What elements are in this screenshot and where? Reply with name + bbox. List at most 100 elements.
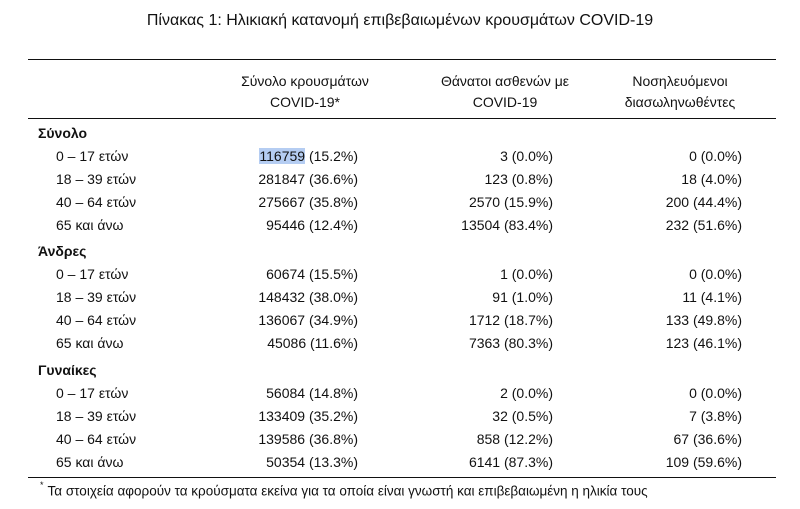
table-top-rule xyxy=(28,59,776,60)
row-age-label: 40 – 64 ετών xyxy=(56,431,137,447)
row-age-label: 18 – 39 ετών xyxy=(56,171,137,187)
row-age-label: 18 – 39 ετών xyxy=(56,289,137,305)
cell-total-cases-count: 136067 xyxy=(258,312,306,328)
cell-intubated: 7 (3.8%) xyxy=(689,408,742,424)
cell-total-cases-percent: (15.5%) xyxy=(308,266,358,282)
cell-intubated: 232 (51.6%) xyxy=(665,217,742,233)
cell-total-cases: 136067 (34.9%) xyxy=(200,312,358,328)
cell-intubated: 67 (36.6%) xyxy=(673,431,742,447)
cell-total-cases-count: 275667 xyxy=(258,194,306,210)
cell-total-cases-percent: (15.2%) xyxy=(308,148,358,164)
header-deaths: Θάνατοι ασθενών με COVID-19 xyxy=(405,71,605,113)
header-total-cases: Σύνολο κρουσμάτων COVID-19* xyxy=(205,71,405,113)
cell-intubated: 200 (44.4%) xyxy=(665,194,742,210)
cell-total-cases-count: 148432 xyxy=(258,289,306,305)
section-heading: Άνδρες xyxy=(38,243,87,259)
table-bottom-rule xyxy=(28,477,776,478)
cell-total-cases-count: 95446 xyxy=(266,217,306,233)
table-row: 18 – 39 ετών 281847 (36.6%) 123 (0.8%) 18 (… xyxy=(0,171,800,193)
header-deaths-line1: Θάνατοι ασθενών με xyxy=(440,73,570,89)
cell-total-cases-count: 45086 xyxy=(267,335,307,351)
cell-intubated: 18 (4.0%) xyxy=(681,171,742,187)
table-row: 40 – 64 ετών 136067 (34.9%) 1712 (18.7%) 13… xyxy=(0,312,800,334)
cell-intubated: 109 (59.6%) xyxy=(665,454,742,470)
row-age-label: 0 – 17 ετών xyxy=(56,385,129,401)
cell-total-cases-count: 116759 xyxy=(259,148,306,164)
cell-deaths: 1712 (18.7%) xyxy=(468,312,553,328)
row-age-label: 18 – 39 ετών xyxy=(56,408,137,424)
footnote-mark: * xyxy=(40,480,44,490)
cell-total-cases-percent: (14.8%) xyxy=(308,385,358,401)
header-deaths-line2: COVID-19 xyxy=(472,94,538,110)
cell-deaths: 13504 (83.4%) xyxy=(461,217,553,233)
table-row: 0 – 17 ετών 56084 (14.8%) 2 (0.0%) 0 (0.0%) xyxy=(0,385,800,407)
cell-total-cases-count: 60674 xyxy=(266,266,306,282)
row-age-label: 65 και άνω xyxy=(56,454,124,470)
table-row: 0 – 17 ετών 116759 (15.2%) 3 (0.0%) 0 (0.0%… xyxy=(0,148,800,170)
footnote-text: Τα στοιχεία αφορούν τα κρούσματα εκείνα … xyxy=(47,483,648,499)
cell-deaths: 3 (0.0%) xyxy=(500,148,553,164)
cell-deaths: 858 (12.2%) xyxy=(476,431,553,447)
table-row: 65 και άνω 95446 (12.4%) 13504 (83.4%) 232 … xyxy=(0,217,800,239)
cell-intubated: 11 (4.1%) xyxy=(682,289,742,305)
row-age-label: 65 και άνω xyxy=(56,217,124,233)
cell-deaths: 123 (0.8%) xyxy=(484,171,553,187)
row-age-label: 40 – 64 ετών xyxy=(56,312,137,328)
cell-intubated: 0 (0.0%) xyxy=(689,148,742,164)
cell-total-cases-percent: (11.6%) xyxy=(310,335,358,351)
section-heading: Σύνολο xyxy=(38,125,88,141)
header-total-cases-line1: Σύνολο κρουσμάτων xyxy=(241,73,369,89)
header-intubated: Νοσηλευόμενοι διασωληνωθέντες xyxy=(590,71,770,113)
cell-total-cases-count: 139586 xyxy=(258,431,306,447)
footnote: * Τα στοιχεία αφορούν τα κρούσματα εκείνα… xyxy=(40,480,648,499)
cell-total-cases: 56084 (14.8%) xyxy=(200,385,358,401)
cell-intubated: 123 (46.1%) xyxy=(665,335,742,351)
row-age-label: 0 – 17 ετών xyxy=(56,148,129,164)
cell-total-cases-count: 281847 xyxy=(258,171,306,187)
cell-deaths: 2 (0.0%) xyxy=(500,385,553,401)
section-heading: Γυναίκες xyxy=(38,362,97,378)
row-age-label: 0 – 17 ετών xyxy=(56,266,129,282)
table-row: 40 – 64 ετών 139586 (36.8%) 858 (12.2%) 67 … xyxy=(0,431,800,453)
row-age-label: 40 – 64 ετών xyxy=(56,194,137,210)
cell-total-cases: 275667 (35.8%) xyxy=(200,194,358,210)
cell-deaths: 32 (0.5%) xyxy=(492,408,553,424)
cell-total-cases-percent: (34.9%) xyxy=(308,312,358,328)
cell-total-cases: 60674 (15.5%) xyxy=(200,266,358,282)
table-row: 18 – 39 ετών 148432 (38.0%) 91 (1.0%) 11 (4… xyxy=(0,289,800,311)
header-total-cases-line2: COVID-19* xyxy=(269,94,341,110)
cell-intubated: 133 (49.8%) xyxy=(665,312,742,328)
header-intubated-line1: Νοσηλευόμενοι xyxy=(632,73,728,89)
cell-intubated: 0 (0.0%) xyxy=(689,385,742,401)
cell-total-cases-percent: (35.2%) xyxy=(308,408,358,424)
table-title: Πίνακας 1: Ηλικιακή κατανομή επιβεβαιωμέ… xyxy=(146,12,654,29)
header-intubated-line2: διασωληνωθέντες xyxy=(624,94,736,110)
cell-total-cases-count: 56084 xyxy=(266,385,306,401)
cell-total-cases-percent: (38.0%) xyxy=(308,289,358,305)
cell-total-cases: 116759 (15.2%) xyxy=(200,148,358,164)
cell-total-cases: 95446 (12.4%) xyxy=(200,217,358,233)
table-row: 65 και άνω 45086 (11.6%) 7363 (80.3%) 123 (… xyxy=(0,335,800,357)
cell-total-cases-percent: (36.8%) xyxy=(308,431,358,447)
cell-intubated: 0 (0.0%) xyxy=(689,266,742,282)
table-row: 40 – 64 ετών 275667 (35.8%) 2570 (15.9%) 20… xyxy=(0,194,800,216)
table-row: 65 και άνω 50354 (13.3%) 6141 (87.3%) 109 (… xyxy=(0,454,800,476)
cell-total-cases-percent: (12.4%) xyxy=(308,217,358,233)
cell-total-cases: 45086 (11.6%) xyxy=(200,335,358,351)
row-age-label: 65 και άνω xyxy=(56,335,124,351)
cell-total-cases-count: 50354 xyxy=(266,454,306,470)
cell-total-cases-percent: (36.6%) xyxy=(308,171,358,187)
cell-deaths: 91 (1.0%) xyxy=(492,289,553,305)
table-row: 0 – 17 ετών 60674 (15.5%) 1 (0.0%) 0 (0.0%) xyxy=(0,266,800,288)
cell-total-cases-percent: (35.8%) xyxy=(308,194,358,210)
cell-total-cases: 139586 (36.8%) xyxy=(200,431,358,447)
cell-total-cases-percent: (13.3%) xyxy=(308,454,358,470)
cell-deaths: 2570 (15.9%) xyxy=(468,194,553,210)
cell-deaths: 6141 (87.3%) xyxy=(468,454,553,470)
cell-deaths: 1 (0.0%) xyxy=(500,266,553,282)
cell-deaths: 7363 (80.3%) xyxy=(468,335,553,351)
cell-total-cases: 148432 (38.0%) xyxy=(200,289,358,305)
cell-total-cases: 50354 (13.3%) xyxy=(200,454,358,470)
cell-total-cases: 281847 (36.6%) xyxy=(200,171,358,187)
table-header-rule xyxy=(28,118,776,119)
